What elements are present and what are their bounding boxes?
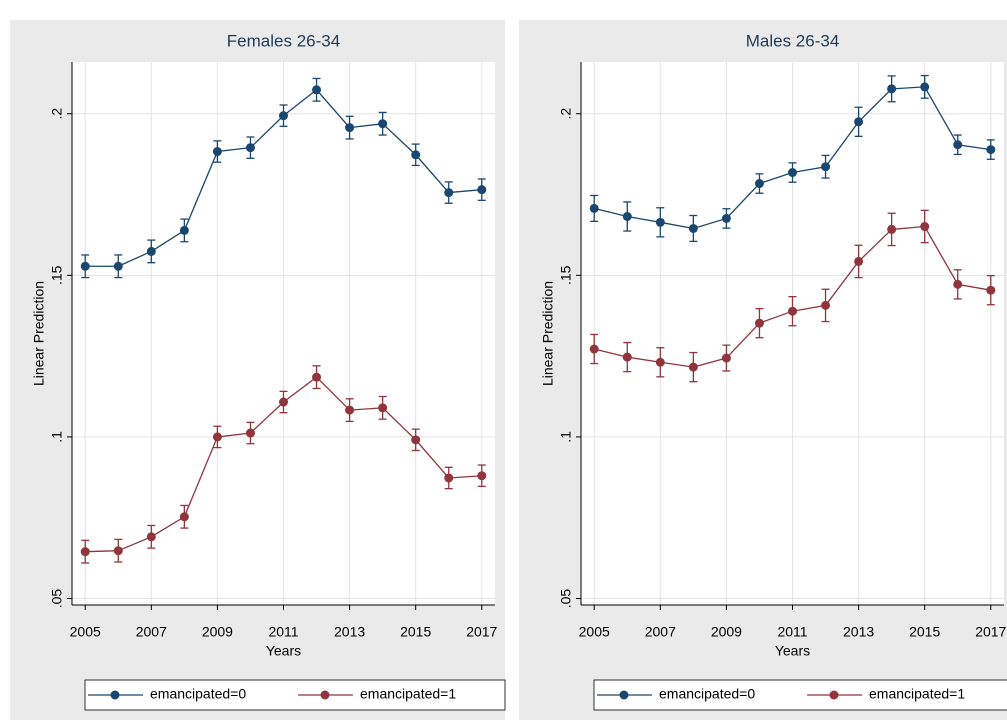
y-tick-label: .05 xyxy=(49,589,65,609)
point xyxy=(179,225,189,235)
point xyxy=(788,168,797,178)
x-tick-label: 2015 xyxy=(400,624,431,640)
point xyxy=(688,223,698,233)
legend-label: emancipated=0 xyxy=(659,686,755,702)
point xyxy=(444,473,454,483)
x-tick-label: 2015 xyxy=(909,624,940,640)
point xyxy=(80,547,90,557)
point xyxy=(920,222,930,232)
point xyxy=(920,82,930,92)
y-tick-label: .2 xyxy=(49,108,65,120)
point xyxy=(953,279,963,289)
y-tick-label: .1 xyxy=(558,431,574,443)
point xyxy=(589,203,599,213)
point xyxy=(622,352,632,362)
point xyxy=(688,362,698,372)
panel-title: Males 26-34 xyxy=(746,31,840,50)
point xyxy=(986,285,996,295)
point xyxy=(411,435,421,445)
point xyxy=(821,162,831,172)
point xyxy=(721,213,731,223)
legend-label: emancipated=1 xyxy=(360,686,456,702)
point xyxy=(179,512,189,522)
x-tick-label: 2011 xyxy=(777,624,807,640)
point xyxy=(146,532,156,542)
point xyxy=(312,372,322,382)
legend-marker xyxy=(619,690,629,700)
point xyxy=(80,261,90,271)
legend-label: emancipated=1 xyxy=(869,686,965,702)
point xyxy=(477,185,487,195)
point xyxy=(279,111,288,121)
x-tick-label: 2007 xyxy=(136,624,167,640)
y-tick-label: .1 xyxy=(49,431,65,443)
legend-marker xyxy=(829,690,839,700)
point xyxy=(655,357,665,367)
point xyxy=(821,300,831,310)
point xyxy=(854,256,864,266)
x-tick-label: 2009 xyxy=(202,624,233,640)
y-tick-label: .2 xyxy=(558,108,574,120)
x-tick-label: 2011 xyxy=(268,624,298,640)
point xyxy=(378,119,388,129)
y-axis-title: Linear Prediction xyxy=(540,281,556,386)
point xyxy=(411,150,421,160)
y-axis-title: Linear Prediction xyxy=(31,281,47,386)
point xyxy=(113,546,123,556)
point xyxy=(245,143,255,153)
point xyxy=(245,428,255,438)
y-tick-label: .15 xyxy=(49,265,65,285)
legend-marker xyxy=(110,690,120,700)
point xyxy=(721,353,731,363)
legend-label: emancipated=0 xyxy=(150,686,246,702)
x-tick-label: 2005 xyxy=(70,624,101,640)
point xyxy=(477,471,487,481)
point xyxy=(146,246,156,256)
point xyxy=(212,147,222,157)
point xyxy=(345,405,355,415)
point xyxy=(655,217,665,227)
x-tick-label: 2013 xyxy=(334,624,365,640)
point xyxy=(788,306,797,316)
point xyxy=(622,211,632,221)
x-tick-label: 2005 xyxy=(579,624,610,640)
point xyxy=(754,179,764,189)
x-tick-label: 2017 xyxy=(466,624,497,640)
point xyxy=(887,84,897,94)
x-tick-label: 2013 xyxy=(843,624,874,640)
point xyxy=(444,188,454,198)
y-tick-label: .15 xyxy=(558,265,574,285)
point xyxy=(953,140,963,150)
x-axis-title: Years xyxy=(775,643,810,659)
point xyxy=(212,432,222,442)
point xyxy=(986,145,996,155)
point xyxy=(854,117,864,127)
x-tick-label: 2009 xyxy=(711,624,742,640)
point xyxy=(279,397,288,407)
legend-box xyxy=(593,679,1007,711)
x-tick-label: 2017 xyxy=(975,624,1006,640)
point xyxy=(754,318,764,328)
x-tick-label: 2007 xyxy=(645,624,676,640)
point xyxy=(345,123,355,133)
point xyxy=(113,261,123,271)
legend-box xyxy=(84,679,506,711)
x-axis-title: Years xyxy=(266,643,301,659)
point xyxy=(589,344,599,354)
y-tick-label: .05 xyxy=(558,589,574,609)
legend-marker xyxy=(320,690,330,700)
panel-title: Females 26-34 xyxy=(227,31,340,50)
point xyxy=(887,224,897,234)
point xyxy=(378,403,388,413)
point xyxy=(312,85,322,95)
